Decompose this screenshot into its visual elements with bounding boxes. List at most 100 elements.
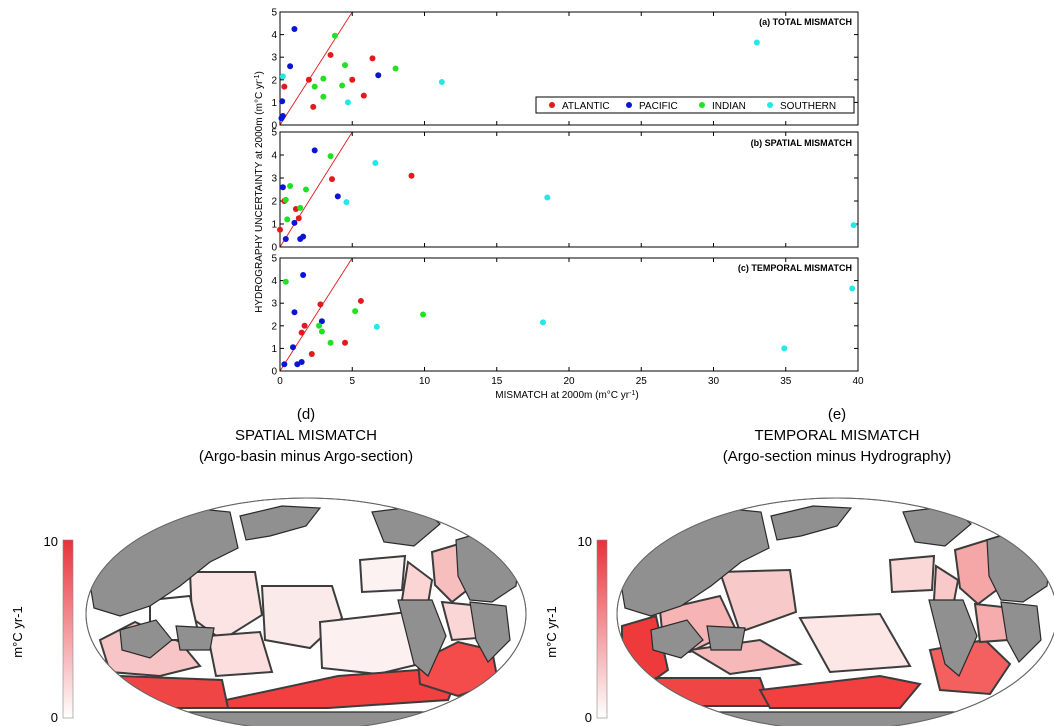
data-point-indian bbox=[297, 204, 304, 211]
data-point-atlantic bbox=[357, 297, 364, 304]
data-point-indian bbox=[287, 183, 294, 190]
panel-b-spatial-mismatch: 0 1 2 3 4 5 (b) SPATIAL MISMATCH bbox=[271, 128, 859, 254]
data-point-atlantic bbox=[295, 215, 302, 222]
data-point-pacific bbox=[291, 219, 298, 226]
map-d bbox=[85, 497, 527, 726]
data-point-atlantic bbox=[349, 76, 356, 83]
data-point-southern bbox=[343, 199, 350, 206]
y-axis-label: HYDROGRAPHY UNCERTAINTY at 2000m (m°C yr… bbox=[254, 71, 266, 313]
data-point-indian bbox=[339, 82, 346, 89]
data-point-pacific bbox=[318, 318, 325, 325]
data-point-pacific bbox=[298, 358, 305, 365]
legend-label-indian: INDIAN bbox=[712, 101, 746, 112]
y-tick-label: 0 bbox=[271, 121, 277, 132]
data-point-pacific bbox=[282, 235, 289, 242]
data-point-pacific bbox=[300, 271, 307, 278]
y-tick-label: 1 bbox=[271, 220, 277, 231]
x-tick-label: 15 bbox=[491, 376, 503, 387]
y-tick-label: 5 bbox=[271, 128, 277, 139]
y-tick-label: 0 bbox=[271, 243, 277, 254]
data-point-indian bbox=[327, 339, 334, 346]
data-point-pacific bbox=[291, 25, 298, 32]
colorbar-d-bar bbox=[62, 539, 74, 719]
colorbar-d-max: 10 bbox=[44, 534, 58, 549]
colorbar-d-min: 0 bbox=[51, 710, 58, 725]
data-point-southern bbox=[344, 99, 351, 106]
data-point-pacific bbox=[279, 184, 286, 191]
x-tick-label: 35 bbox=[780, 376, 792, 387]
data-point-atlantic bbox=[281, 83, 288, 90]
colorbar-e: 10 0 m°C yr-1 bbox=[544, 534, 608, 725]
colorbar-e-bar bbox=[596, 539, 608, 719]
x-tick-label: 0 bbox=[277, 376, 283, 387]
data-point-southern bbox=[373, 323, 380, 330]
legend: ATLANTIC PACIFIC INDIAN SOUTHERN bbox=[535, 96, 855, 114]
data-point-pacific bbox=[287, 63, 294, 70]
map-e-title: TEMPORAL MISMATCH bbox=[754, 427, 919, 444]
data-point-pacific bbox=[281, 361, 288, 368]
legend-label-southern: SOUTHERN bbox=[780, 101, 836, 112]
map-e bbox=[616, 497, 1054, 726]
data-point-atlantic bbox=[360, 92, 367, 99]
data-point-atlantic bbox=[369, 55, 376, 62]
panel-c-x-ticks: 0 5 10 15 20 25 30 35 40 bbox=[277, 376, 864, 387]
data-point-southern bbox=[279, 73, 286, 80]
data-point-southern bbox=[850, 222, 857, 229]
data-point-atlantic bbox=[298, 329, 305, 336]
data-point-southern bbox=[849, 285, 856, 292]
data-point-pacific bbox=[279, 98, 286, 105]
data-point-southern bbox=[753, 39, 760, 46]
data-point-pacific bbox=[311, 147, 318, 154]
panel-a-total-mismatch: 0 1 2 3 4 5 (a) TOTAL MISMATCH ATLANTIC PACIF… bbox=[271, 8, 859, 132]
map-d-title: SPATIAL MISMATCH bbox=[235, 427, 377, 444]
data-point-indian bbox=[316, 322, 323, 329]
legend-marker-indian bbox=[699, 102, 705, 108]
y-tick-label: 4 bbox=[271, 30, 277, 41]
data-point-southern bbox=[781, 345, 788, 352]
data-point-atlantic bbox=[310, 103, 317, 110]
panel-b-frame bbox=[279, 131, 859, 248]
panel-c-temporal-mismatch: 0 1 2 3 4 5 0 5 10 15 20 25 30 35 40 (c) TEMPORAL MIS… bbox=[271, 254, 864, 388]
data-point-indian bbox=[311, 83, 318, 90]
map-d-subtitle: (Argo-basin minus Argo-section) bbox=[199, 448, 413, 465]
data-point-pacific bbox=[291, 309, 298, 316]
map-e-subtitle: (Argo-section minus Hydrography) bbox=[723, 448, 951, 465]
data-point-southern bbox=[438, 79, 445, 86]
data-point-atlantic bbox=[301, 322, 308, 329]
y-tick-label: 3 bbox=[271, 174, 277, 185]
legend-label-atlantic: ATLANTIC bbox=[562, 101, 610, 112]
y-tick-label: 5 bbox=[271, 254, 277, 265]
panel-c-points bbox=[281, 271, 856, 368]
colorbar-e-unit: m°C yr-1 bbox=[544, 606, 559, 657]
data-point-atlantic bbox=[317, 301, 324, 308]
data-point-indian bbox=[320, 93, 327, 100]
data-point-pacific bbox=[279, 112, 286, 119]
y-tick-label: 2 bbox=[271, 75, 277, 86]
data-point-atlantic bbox=[308, 351, 315, 358]
x-tick-label: 25 bbox=[636, 376, 648, 387]
colorbar-d-unit: m°C yr-1 bbox=[10, 606, 25, 657]
x-axis-label: MISMATCH at 2000m (m°C yr-1) bbox=[495, 390, 638, 402]
map-d-rim bbox=[85, 497, 527, 726]
y-tick-label: 5 bbox=[271, 8, 277, 19]
data-point-atlantic bbox=[342, 339, 349, 346]
legend-box bbox=[535, 96, 855, 114]
y-tick-label: 4 bbox=[271, 151, 277, 162]
data-point-indian bbox=[320, 75, 327, 82]
panel-a-points bbox=[278, 25, 760, 122]
x-tick-label: 10 bbox=[419, 376, 431, 387]
data-point-pacific bbox=[300, 233, 307, 240]
map-e-letter: (e) bbox=[828, 406, 846, 423]
data-point-southern bbox=[544, 194, 551, 201]
x-tick-label: 20 bbox=[563, 376, 575, 387]
y-tick-label: 2 bbox=[271, 197, 277, 208]
data-point-indian bbox=[282, 278, 289, 285]
y-tick-label: 3 bbox=[271, 53, 277, 64]
x-tick-label: 30 bbox=[708, 376, 720, 387]
y-tick-label: 3 bbox=[271, 299, 277, 310]
data-point-indian bbox=[282, 196, 289, 203]
data-point-pacific bbox=[334, 193, 341, 200]
legend-marker-atlantic bbox=[549, 102, 555, 108]
data-point-indian bbox=[392, 65, 399, 72]
